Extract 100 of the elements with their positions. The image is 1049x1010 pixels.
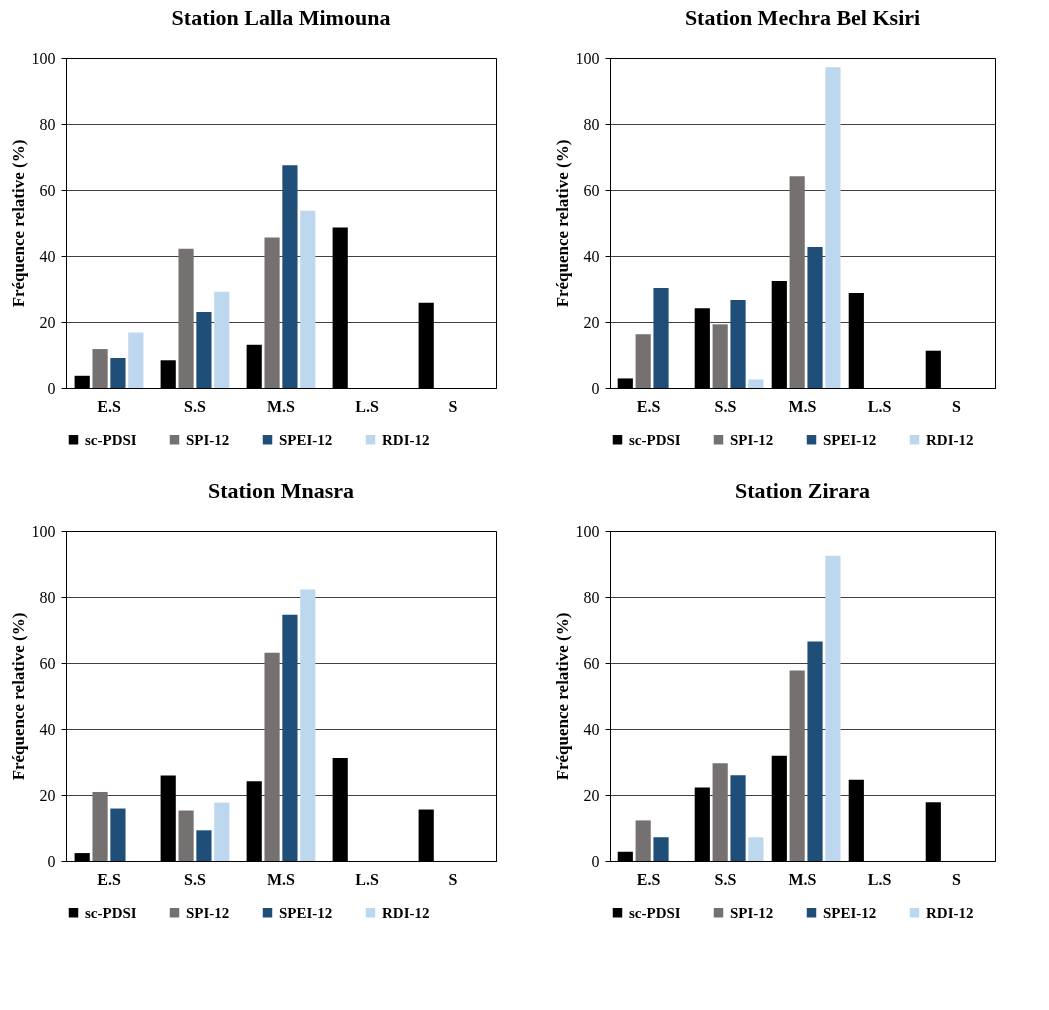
bar [282, 614, 298, 861]
y-tick-label: 0 [591, 852, 600, 870]
bar [653, 837, 669, 861]
legend-label: SPI-12 [730, 431, 774, 448]
bar [635, 334, 651, 388]
x-tick-label: E.S [97, 397, 121, 415]
bar [617, 851, 633, 861]
bar [110, 808, 126, 861]
x-tick-label: M.S [788, 870, 817, 888]
y-axis-title: Fréquence relative (%) [552, 612, 572, 781]
bar [617, 378, 633, 388]
chart-title: Station Zirara [734, 478, 871, 503]
chart-title: Station Mechra Bel Ksiri [684, 5, 921, 30]
y-tick-label: 0 [47, 379, 56, 397]
y-tick-label: 40 [583, 720, 600, 738]
legend-label: sc-PDSI [629, 904, 681, 921]
bar [264, 652, 280, 861]
legend-label: SPI-12 [186, 904, 230, 921]
y-tick-label: 100 [31, 522, 56, 540]
bar [748, 837, 764, 861]
bar [214, 291, 230, 388]
x-tick-label: S.S [714, 870, 737, 888]
y-tick-label: 60 [583, 181, 600, 199]
y-axis-title: Fréquence relative (%) [8, 612, 28, 781]
y-tick-label: 40 [39, 247, 56, 265]
bar [282, 165, 298, 388]
bar [92, 792, 108, 861]
x-tick-label: L.S [355, 870, 379, 888]
x-tick-label: S [448, 397, 458, 415]
y-tick-label: 20 [39, 786, 56, 804]
bar [730, 775, 746, 861]
legend-label: RDI-12 [926, 431, 974, 448]
y-tick-label: 60 [39, 654, 56, 672]
legend-label: SPEI-12 [823, 904, 877, 921]
x-tick-label: L.S [355, 397, 379, 415]
y-axis-title: Fréquence relative (%) [8, 139, 28, 308]
bar [789, 670, 805, 861]
y-tick-label: 40 [39, 720, 56, 738]
y-tick-label: 80 [39, 588, 56, 606]
x-tick-label: L.S [867, 397, 892, 415]
legend-label: RDI-12 [382, 904, 430, 921]
bar [74, 853, 90, 861]
legend-label: SPI-12 [186, 431, 230, 448]
y-tick-label: 20 [583, 313, 600, 331]
chart-title: Station Mnasra [207, 478, 355, 503]
legend-label: RDI-12 [926, 904, 974, 921]
x-tick-label: S [448, 870, 458, 888]
bar [160, 360, 176, 388]
legend-label: sc-PDSI [85, 431, 137, 448]
x-tick-label: E.S [636, 870, 661, 888]
y-tick-label: 60 [583, 654, 600, 672]
x-tick-label: S [952, 870, 962, 888]
legend-label: sc-PDSI [629, 431, 681, 448]
legend-label: RDI-12 [382, 431, 430, 448]
legend-label: SPEI-12 [279, 904, 333, 921]
y-tick-label: 100 [575, 49, 600, 67]
x-tick-label: L.S [867, 870, 892, 888]
bar [74, 375, 90, 388]
y-tick-label: 40 [583, 247, 600, 265]
y-tick-label: 80 [583, 588, 600, 606]
bar [712, 763, 728, 861]
x-tick-label: S.S [184, 870, 206, 888]
bar [178, 810, 194, 861]
bar [789, 176, 805, 388]
y-tick-label: 20 [39, 313, 56, 331]
x-tick-label: S.S [184, 397, 206, 415]
bar [748, 379, 764, 388]
x-tick-label: E.S [636, 397, 661, 415]
bar [128, 332, 144, 388]
bar [712, 324, 728, 388]
bar [825, 555, 841, 861]
bar [807, 247, 823, 388]
y-tick-label: 100 [575, 522, 600, 540]
legend-label: sc-PDSI [85, 904, 137, 921]
bar [110, 357, 126, 388]
y-tick-label: 60 [39, 181, 56, 199]
legend-label: SPEI-12 [823, 431, 877, 448]
bar [418, 809, 434, 861]
y-axis-title: Fréquence relative (%) [552, 139, 572, 308]
x-tick-label: E.S [97, 870, 121, 888]
x-tick-label: M.S [267, 397, 296, 415]
y-tick-label: 0 [591, 379, 600, 397]
bar [925, 802, 941, 861]
bar [635, 820, 651, 861]
bar [730, 299, 746, 388]
bar [178, 248, 194, 388]
bar [264, 237, 280, 388]
x-tick-label: S.S [714, 397, 737, 415]
bar [246, 344, 262, 388]
bar [92, 349, 108, 388]
bar [653, 288, 669, 388]
chart-title: Station Lalla Mimouna [171, 5, 391, 30]
bar [925, 350, 941, 388]
bar [825, 67, 841, 388]
bar [196, 830, 212, 861]
bar [196, 312, 212, 388]
bar [214, 802, 230, 861]
y-tick-label: 0 [47, 852, 56, 870]
x-tick-label: M.S [267, 870, 296, 888]
bar [300, 210, 316, 388]
